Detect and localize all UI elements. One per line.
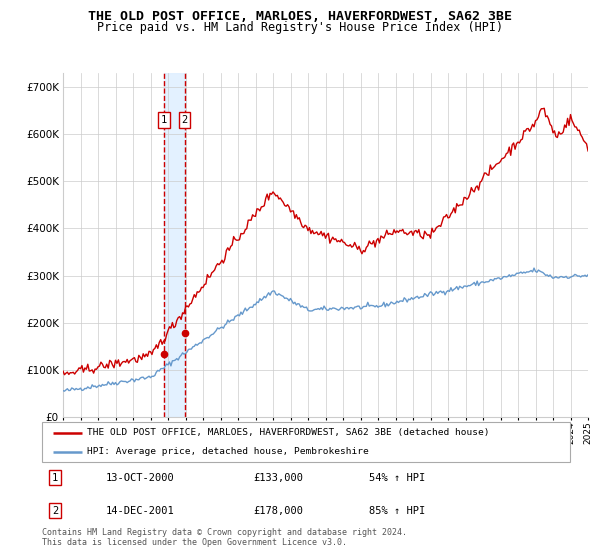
Text: £178,000: £178,000 xyxy=(253,506,303,516)
Text: 85% ↑ HPI: 85% ↑ HPI xyxy=(370,506,425,516)
Text: Contains HM Land Registry data © Crown copyright and database right 2024.
This d: Contains HM Land Registry data © Crown c… xyxy=(42,528,407,547)
Text: 14-DEC-2001: 14-DEC-2001 xyxy=(106,506,174,516)
Text: 2: 2 xyxy=(52,506,58,516)
FancyBboxPatch shape xyxy=(42,422,570,462)
Text: THE OLD POST OFFICE, MARLOES, HAVERFORDWEST, SA62 3BE: THE OLD POST OFFICE, MARLOES, HAVERFORDW… xyxy=(88,10,512,22)
Text: 1: 1 xyxy=(52,473,58,483)
Text: Price paid vs. HM Land Registry's House Price Index (HPI): Price paid vs. HM Land Registry's House … xyxy=(97,21,503,34)
Text: HPI: Average price, detached house, Pembrokeshire: HPI: Average price, detached house, Pemb… xyxy=(87,447,368,456)
Text: 1: 1 xyxy=(161,115,167,125)
Text: 13-OCT-2000: 13-OCT-2000 xyxy=(106,473,174,483)
Bar xyxy=(164,73,185,417)
Text: £133,000: £133,000 xyxy=(253,473,303,483)
Text: THE OLD POST OFFICE, MARLOES, HAVERFORDWEST, SA62 3BE (detached house): THE OLD POST OFFICE, MARLOES, HAVERFORDW… xyxy=(87,428,490,437)
Text: 2: 2 xyxy=(182,115,188,125)
Text: 54% ↑ HPI: 54% ↑ HPI xyxy=(370,473,425,483)
